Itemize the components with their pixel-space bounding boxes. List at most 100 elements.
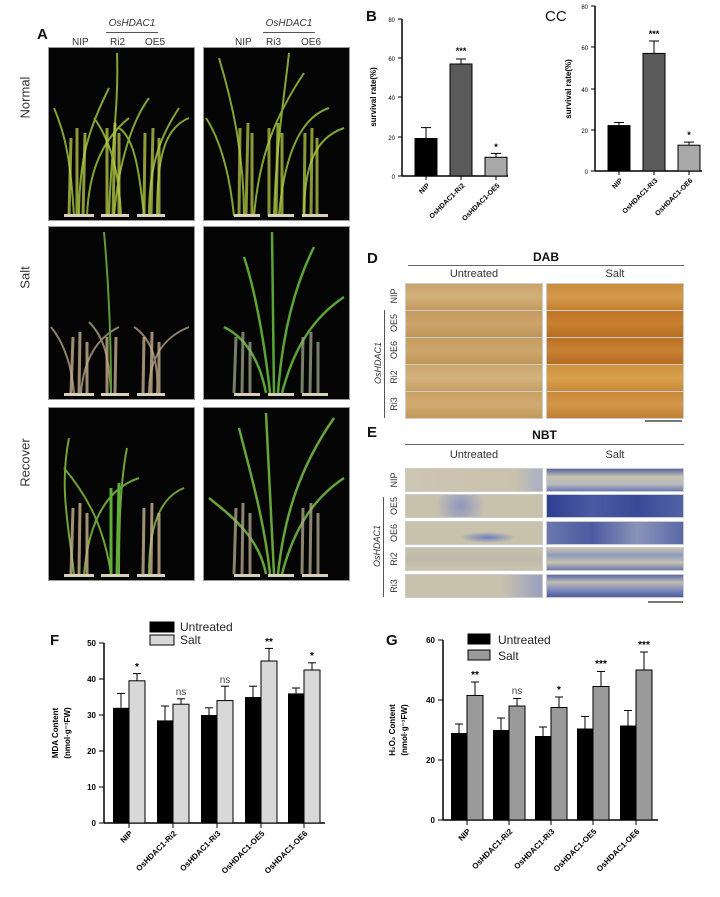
gene-underline-left [106, 32, 158, 33]
svg-text:OsHDAC1-OE6: OsHDAC1-OE6 [263, 829, 310, 876]
svg-text:40: 40 [388, 96, 395, 102]
nbt-row-oe5: OE5 [389, 497, 399, 516]
svg-text:OsHDAC1-OE5: OsHDAC1-OE5 [461, 182, 501, 222]
photo-salt-left [48, 226, 195, 400]
nbt-strip-ri2-salt [546, 547, 684, 571]
svg-text:OsHDAC1-Ri3: OsHDAC1-Ri3 [178, 829, 222, 873]
dab-strip-ri2-untreated [405, 364, 543, 392]
svg-text:20: 20 [581, 129, 588, 135]
svg-text:OsHDAC1-Ri2: OsHDAC1-Ri2 [428, 182, 466, 220]
chart-c: 0 20 40 60 80 survival rate(%) *** * NIP… [564, 5, 702, 218]
svg-text:survival rate(%): survival rate(%) [369, 67, 378, 127]
svg-text:*: * [494, 142, 498, 152]
svg-text:OsHDAC1-Ri3: OsHDAC1-Ri3 [512, 827, 556, 871]
svg-text:survival rate(%): survival rate(%) [564, 59, 573, 119]
svg-text:*: * [687, 130, 691, 140]
panel-label-a: A [37, 26, 48, 43]
photo-normal-left [48, 47, 195, 221]
svg-text:10: 10 [87, 783, 96, 792]
svg-text:60: 60 [388, 57, 395, 63]
dab-strip-ri3-salt [546, 391, 684, 419]
dab-row-ri3: Ri3 [389, 397, 399, 411]
nbt-gene-rule [383, 497, 384, 597]
svg-text:***: *** [649, 29, 660, 39]
dab-strip-oe6-untreated [405, 337, 543, 365]
nbt-col-salt: Salt [605, 449, 625, 461]
nbt-strip-oe5-salt [546, 494, 684, 518]
svg-text:(nmol·g⁻¹FW): (nmol·g⁻¹FW) [400, 704, 409, 756]
svg-text:OsHDAC1-OE6: OsHDAC1-OE6 [654, 177, 694, 217]
row-label-normal: Normal [17, 76, 33, 119]
row-label-recover: Recover [17, 438, 33, 487]
svg-text:NIP: NIP [457, 827, 473, 843]
panel-label-f: F [50, 632, 60, 649]
dab-gene-rule [384, 310, 385, 418]
photo-recover-left [48, 407, 195, 581]
svg-text:80: 80 [581, 5, 588, 11]
dab-row-nip: NIP [389, 288, 399, 304]
svg-text:**: ** [265, 637, 273, 648]
svg-text:H₂O₂ Content: H₂O₂ Content [388, 704, 397, 756]
svg-text:ns: ns [176, 687, 187, 698]
panel-label-g: G [386, 632, 398, 649]
svg-text:OsHDAC1-Ri2: OsHDAC1-Ri2 [134, 829, 178, 873]
nbt-row-oe6: OE6 [389, 524, 399, 543]
photo-normal-right [203, 47, 350, 221]
svg-text:***: *** [595, 659, 607, 670]
dab-strip-oe6-salt [546, 337, 684, 365]
svg-text:20: 20 [426, 756, 435, 765]
row-label-salt: Salt [17, 266, 33, 289]
svg-text:0: 0 [431, 816, 436, 825]
nbt-strip-nip-salt [546, 468, 684, 492]
svg-text:NIP: NIP [119, 829, 135, 845]
dab-title: DAB [533, 250, 559, 264]
nbt-strip-oe6-salt [546, 521, 684, 545]
svg-text:0: 0 [585, 170, 589, 176]
photo-salt-right [203, 226, 350, 400]
nbt-strip-ri3-untreated [405, 574, 543, 598]
svg-text:***: *** [638, 640, 650, 651]
nbt-strip-oe6-untreated [405, 521, 543, 545]
svg-text:OsHDAC1-OE6: OsHDAC1-OE6 [595, 827, 642, 874]
dab-gene-label: OsHDAC1 [373, 342, 383, 385]
svg-text:80: 80 [388, 18, 395, 24]
svg-text:ns: ns [220, 675, 231, 686]
svg-text:0: 0 [92, 819, 97, 828]
nbt-scale-bar [648, 601, 683, 603]
svg-text:NIP: NIP [611, 177, 624, 190]
svg-text:Salt: Salt [498, 649, 519, 663]
panel-label-b: B [366, 8, 377, 25]
panel-label-d: D [367, 250, 378, 267]
panel-label-e: E [367, 424, 378, 441]
dab-strip-oe5-untreated [405, 310, 543, 338]
col-label-oe6: OE6 [301, 37, 322, 48]
dab-row-ri2: Ri2 [389, 370, 399, 384]
svg-text:OsHDAC1-OE5: OsHDAC1-OE5 [220, 829, 267, 876]
dab-col-untreated: Untreated [449, 268, 499, 280]
svg-text:*: * [310, 651, 314, 662]
nbt-title-rule [405, 444, 684, 445]
svg-text:20: 20 [87, 747, 96, 756]
svg-text:(nmol·g⁻¹FW): (nmol·g⁻¹FW) [63, 707, 72, 759]
svg-text:*: * [135, 662, 139, 673]
gene-underline-right [263, 32, 315, 33]
nbt-col-untreated: Untreated [449, 449, 499, 461]
svg-text:30: 30 [87, 711, 96, 720]
panel-label-c: CC [545, 8, 567, 25]
svg-text:MDA Content: MDA Content [51, 707, 60, 758]
svg-text:Untreated: Untreated [180, 620, 233, 634]
dab-row-oe6: OE6 [389, 341, 399, 360]
svg-text:*: * [557, 685, 561, 696]
chart-b: 0 20 40 60 80 survival rate(%) *** * NIP… [369, 18, 508, 223]
svg-text:40: 40 [87, 675, 96, 684]
svg-text:60: 60 [581, 46, 588, 52]
col-label-ri2: Ri2 [110, 37, 126, 48]
dab-strip-nip-untreated [405, 283, 543, 311]
svg-text:OsHDAC1-OE5: OsHDAC1-OE5 [552, 827, 599, 874]
dab-row-oe5: OE5 [389, 314, 399, 333]
svg-text:ns: ns [512, 686, 523, 697]
svg-text:0: 0 [392, 175, 396, 181]
chart-f: Untreated Salt 0 10 20 30 40 50 MDA Cont… [51, 620, 325, 876]
svg-text:50: 50 [87, 639, 96, 648]
photo-recover-right [203, 407, 350, 581]
